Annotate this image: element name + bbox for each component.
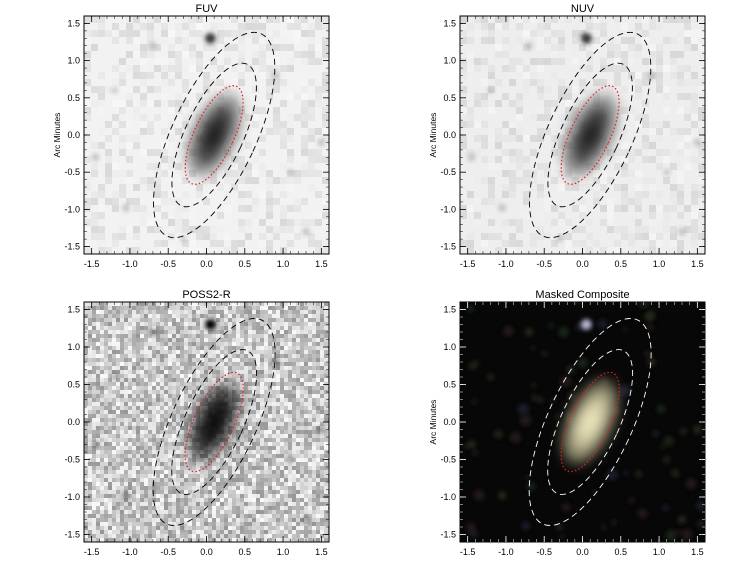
x-tick-label: 1.0 [653, 547, 666, 557]
x-tick-label: 0.5 [615, 547, 628, 557]
aperture-ellipse-core [184, 85, 244, 185]
y-tick-label: 1.0 [67, 342, 80, 352]
panel-composite: -1.5 -1.0 -0.5 0.0 0.5 1.0 1.5 1.5 1.0 0.5 0.0 -0.5… [428, 289, 706, 557]
x-tick-label: -1.0 [122, 547, 138, 557]
y-tick-label: -1.0 [440, 204, 456, 214]
x-tick-label: 0.0 [200, 259, 213, 269]
x-tick-label: 0.5 [239, 259, 252, 269]
x-tick-label: 1.5 [691, 547, 704, 557]
y-tick-label: 0.0 [67, 417, 80, 427]
aperture-ellipse-core [560, 371, 620, 473]
y-tick-label: 0.0 [443, 417, 456, 427]
y-tick-label: 0.5 [67, 380, 80, 390]
x-tick-label: -0.5 [536, 259, 552, 269]
y-tick-label: 1.5 [443, 18, 456, 28]
y-tick-label: 1.5 [67, 18, 80, 28]
x-tick-label: 0.0 [200, 547, 213, 557]
panel-nuv: -1.5 -1.0 -0.5 0.0 0.5 1.0 1.5 1.5 1.0 0.5 0.0 -0.5… [428, 3, 706, 269]
x-tick-label: -0.5 [536, 547, 552, 557]
y-tick-label: -0.5 [64, 455, 80, 465]
panel-title: POSS2-R [182, 289, 230, 301]
x-tick-label: 1.5 [691, 259, 704, 269]
x-tick-label: 1.0 [653, 259, 666, 269]
x-tick-label: -1.5 [460, 259, 476, 269]
y-tick-label: 0.5 [67, 93, 80, 103]
y-tick-label: 0.0 [67, 130, 80, 140]
x-tick-label: -1.0 [498, 547, 514, 557]
x-tick-label: -0.5 [160, 259, 176, 269]
y-tick-label: 1.5 [67, 305, 80, 315]
y-tick-label: -1.5 [64, 530, 80, 540]
x-tick-label: -1.5 [84, 547, 100, 557]
galaxy [561, 380, 619, 464]
x-tick-label: 1.5 [315, 547, 328, 557]
panel-title: NUV [571, 3, 595, 15]
panel-poss2r: -1.5 -1.0 -0.5 0.0 0.5 1.0 1.5 1.5 1.0 0.5 0.0 -0.5… [64, 289, 330, 557]
x-tick-label: 1.0 [277, 259, 290, 269]
y-tick-label: -1.5 [440, 530, 456, 540]
image-composite [460, 302, 705, 542]
y-tick-label: -1.0 [64, 204, 80, 214]
y-tick-label: -0.5 [440, 455, 456, 465]
y-tick-label: 0.5 [443, 380, 456, 390]
image-nuv [460, 16, 705, 254]
galaxy [562, 93, 619, 177]
aperture-ellipse-core [560, 85, 620, 185]
aperture-ellipse-core [184, 371, 244, 473]
aperture-ellipse-inner [547, 62, 633, 208]
image-fuv [84, 16, 329, 254]
y-tick-label: -1.5 [440, 242, 456, 252]
x-tick-label: 0.5 [615, 259, 628, 269]
y-axis-label: Arc Minutes [52, 113, 62, 158]
y-tick-label: -1.0 [440, 492, 456, 502]
aperture-ellipse-outer [153, 31, 276, 239]
aperture-ellipse-outer [528, 318, 652, 526]
x-tick-label: -0.5 [160, 547, 176, 557]
galaxy [185, 380, 243, 464]
aperture-ellipse-inner [171, 62, 257, 208]
x-tick-label: 0.0 [576, 547, 589, 557]
y-tick-label: 1.0 [67, 56, 80, 66]
y-tick-label: 1.5 [443, 305, 456, 315]
y-tick-label: -0.5 [440, 167, 456, 177]
x-tick-label: -1.0 [122, 259, 138, 269]
x-tick-label: 1.0 [277, 547, 290, 557]
x-tick-label: -1.5 [460, 547, 476, 557]
y-tick-label: 0.5 [443, 93, 456, 103]
y-tick-label: 0.0 [443, 130, 456, 140]
y-tick-label: -1.5 [64, 242, 80, 252]
y-tick-label: 1.0 [443, 342, 456, 352]
y-axis-label: Arc Minutes [428, 113, 438, 158]
panel-title: FUV [196, 3, 219, 15]
x-tick-label: -1.5 [84, 259, 100, 269]
y-tick-label: -0.5 [64, 167, 80, 177]
galaxy [186, 93, 243, 177]
panel-fuv: -1.5 -1.0 -0.5 0.0 0.5 1.0 1.5 1.5 1.0 0.5 0.0 -0.5… [52, 3, 330, 269]
x-tick-label: 0.5 [239, 547, 252, 557]
x-tick-label: 1.5 [315, 259, 328, 269]
aperture-ellipse-inner [171, 349, 258, 495]
y-axis-label: Arc Minutes [428, 400, 438, 445]
x-tick-label: -1.0 [498, 259, 514, 269]
panel-title: Masked Composite [535, 289, 629, 301]
y-tick-label: -1.0 [64, 492, 80, 502]
aperture-ellipse-outer [152, 318, 276, 526]
x-tick-label: 0.0 [576, 259, 589, 269]
y-tick-label: 1.0 [443, 56, 456, 66]
image-poss2r [84, 302, 329, 542]
